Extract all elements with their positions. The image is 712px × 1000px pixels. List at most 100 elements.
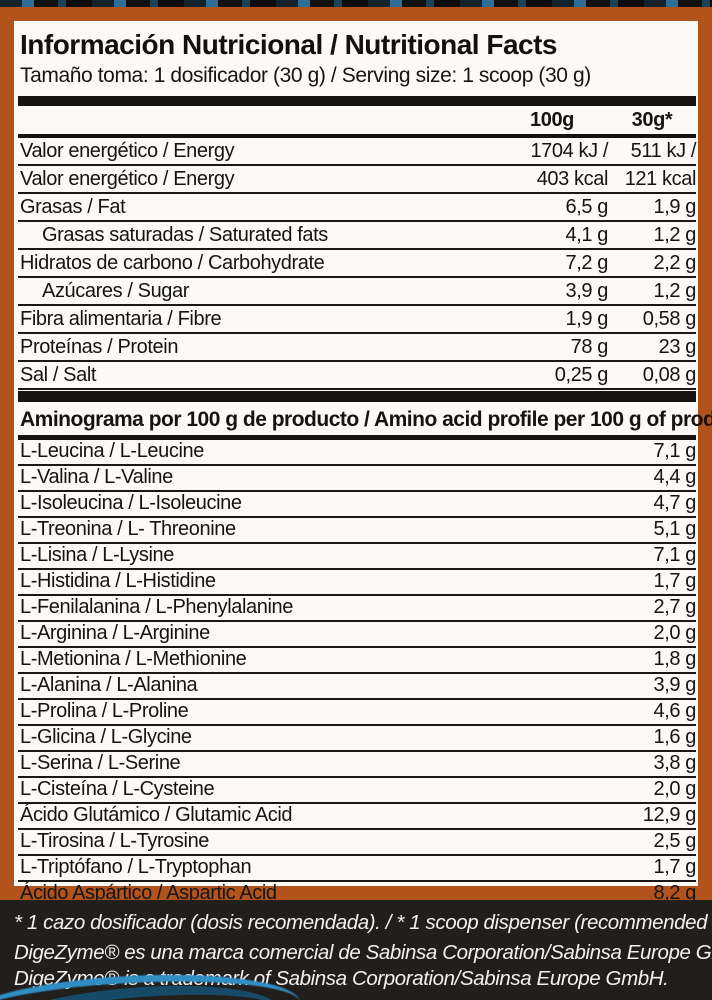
amino-label: Ácido Aspártico / Aspartic Acid — [20, 882, 277, 904]
column-headers: 100g 30g* — [18, 106, 696, 134]
table-row: Sal / Salt 0,25 g 0,08 g — [18, 362, 696, 390]
value-per-100g: 1704 kJ / — [530, 140, 608, 162]
nutrition-table: Valor energético / Energy 1704 kJ / 511 … — [18, 138, 696, 390]
amino-label: L-Cisteína / L-Cysteine — [20, 778, 215, 800]
amino-label: L-Isoleucina / L-Isoleucine — [20, 492, 242, 514]
amino-label: L-Arginina / L-Arginine — [20, 622, 210, 644]
nutrient-label: Azúcares / Sugar — [42, 280, 190, 302]
value-per-100g: 78 g — [570, 336, 609, 358]
table-row: Azúcares / Sugar 3,9 g 1,2 g — [18, 278, 696, 306]
table-row: Grasas saturadas / Saturated fats 4,1 g … — [18, 222, 696, 250]
value-per-30g: 0,58 g — [642, 308, 697, 330]
nutrient-label: Grasas / Fat — [20, 196, 126, 218]
table-row: Proteínas / Protein 78 g 23 g — [18, 334, 696, 362]
amino-value: 1,7 g — [653, 570, 697, 592]
amino-row: L-Arginina / L-Arginine 2,0 g — [18, 622, 696, 648]
value-per-30g: 23 g — [658, 336, 697, 358]
value-per-100g: 4,1 g — [565, 224, 609, 246]
amino-label: L-Histidina / L-Histidine — [20, 570, 216, 592]
nutrient-label: Hidratos de carbono / Carbohydrate — [20, 252, 325, 274]
value-per-100g: 0,25 g — [554, 364, 609, 386]
nutrient-label: Sal / Salt — [20, 364, 97, 386]
amino-label: L-Treonina / L- Threonine — [20, 518, 236, 540]
amino-value: 1,8 g — [653, 648, 697, 670]
amino-value: 1,6 g — [653, 726, 697, 748]
value-per-30g: 1,2 g — [653, 280, 697, 302]
footnotes: * 1 cazo dosificador (dosis recomendada)… — [0, 900, 712, 1000]
amino-label: L-Lisina / L-Lysine — [20, 544, 174, 566]
amino-value: 2,0 g — [653, 778, 697, 800]
amino-section-title: Aminograma por 100 g de producto / Amino… — [18, 402, 712, 440]
amino-row: L-Serina / L-Serine 3,8 g — [18, 752, 696, 778]
amino-row: L-Metionina / L-Methionine 1,8 g — [18, 648, 696, 674]
nutrient-label: Fibra alimentaria / Fibre — [20, 308, 222, 330]
amino-row: L-Fenilalanina / L-Phenylalanine 2,7 g — [18, 596, 696, 622]
amino-label: L-Serina / L-Serine — [20, 752, 181, 774]
amino-row: L-Histidina / L-Histidine 1,7 g — [18, 570, 696, 596]
panel-title: Información Nutricional / Nutritional Fa… — [20, 29, 558, 60]
amino-row: L-Lisina / L-Lysine 7,1 g — [18, 544, 696, 570]
nutrient-label: Grasas saturadas / Saturated fats — [42, 224, 328, 246]
nutrient-label: Valor energético / Energy — [20, 140, 235, 162]
column-header-underline — [18, 134, 696, 138]
amino-value: 4,7 g — [653, 492, 697, 514]
amino-label: L-Alanina / L-Alanina — [20, 674, 198, 696]
footnote-scoop: * 1 cazo dosificador (dosis recomendada)… — [14, 911, 712, 934]
amino-label: L-Prolina / L-Proline — [20, 700, 189, 722]
nutrient-label: Valor energético / Energy — [20, 168, 235, 190]
value-per-100g: 6,5 g — [565, 196, 609, 218]
amino-label: L-Triptófano / L-Tryptophan — [20, 856, 252, 878]
value-per-30g: 1,9 g — [653, 196, 697, 218]
value-per-100g: 7,2 g — [565, 252, 609, 274]
table-row: Hidratos de carbono / Carbohydrate 7,2 g… — [18, 250, 696, 278]
amino-row: L-Cisteína / L-Cysteine 2,0 g — [18, 778, 696, 804]
amino-value: 3,8 g — [653, 752, 697, 774]
amino-value: 3,9 g — [653, 674, 697, 696]
amino-value: 2,7 g — [653, 596, 697, 618]
divider-bar-top — [18, 96, 696, 106]
amino-row: L-Triptófano / L-Tryptophan 1,7 g — [18, 856, 696, 882]
nutrient-label: Proteínas / Protein — [20, 336, 179, 358]
amino-row: L-Tirosina / L-Tyrosine 2,5 g — [18, 830, 696, 856]
amino-acid-table: L-Leucina / L-Leucine 7,1 g L-Valina / L… — [18, 440, 696, 908]
footnote-trademark-en: DigeZyme® is a trademark of Sabinsa Corp… — [14, 967, 669, 990]
amino-label: L-Valina / L-Valine — [20, 466, 173, 488]
column-header-30g: 30g* — [631, 109, 673, 131]
amino-label: L-Metionina / L-Methionine — [20, 648, 247, 670]
amino-label: L-Leucina / L-Leucine — [20, 440, 204, 462]
value-per-30g: 511 kJ / — [630, 140, 697, 162]
amino-value: 4,6 g — [653, 700, 697, 722]
value-per-100g: 403 kcal — [536, 168, 609, 190]
amino-row: L-Leucina / L-Leucine 7,1 g — [18, 440, 696, 466]
amino-label: L-Fenilalanina / L-Phenylalanine — [20, 596, 293, 618]
amino-value: 2,0 g — [653, 622, 697, 644]
amino-row: L-Treonina / L- Threonine 5,1 g — [18, 518, 696, 544]
table-row: Valor energético / Energy 403 kcal 121 k… — [18, 166, 696, 194]
value-per-30g: 1,2 g — [653, 224, 697, 246]
value-per-100g: 3,9 g — [565, 280, 609, 302]
amino-value: 7,1 g — [653, 544, 697, 566]
divider-bar-middle — [18, 391, 696, 402]
amino-label: L-Tirosina / L-Tyrosine — [20, 830, 210, 852]
nutrition-facts-panel: Información Nutricional / Nutritional Fa… — [0, 7, 712, 908]
amino-row: L-Alanina / L-Alanina 3,9 g — [18, 674, 696, 700]
table-row: Fibra alimentaria / Fibre 1,9 g 0,58 g — [18, 306, 696, 334]
amino-row: L-Glicina / L-Glycine 1,6 g — [18, 726, 696, 752]
value-per-100g: 1,9 g — [565, 308, 609, 330]
footnote-trademark-es: DigeZyme® es una marca comercial de Sabi… — [14, 941, 712, 964]
amino-label: Ácido Glutámico / Glutamic Acid — [20, 804, 293, 826]
serving-size-line: Tamaño toma: 1 dosificador (30 g) / Serv… — [20, 64, 591, 87]
amino-row: L-Valina / L-Valine 4,4 g — [18, 466, 696, 492]
amino-value: 8,2 g — [653, 882, 697, 904]
amino-value: 12,9 g — [642, 804, 697, 826]
panel-content: Información Nutricional / Nutritional Fa… — [14, 21, 712, 908]
amino-value: 4,4 g — [653, 466, 697, 488]
amino-value: 5,1 g — [653, 518, 697, 540]
amino-row: L-Isoleucina / L-Isoleucine 4,7 g — [18, 492, 696, 518]
value-per-30g: 2,2 g — [653, 252, 697, 274]
column-header-100g: 100g — [530, 109, 574, 131]
amino-label: L-Glicina / L-Glycine — [20, 726, 192, 748]
table-row: Grasas / Fat 6,5 g 1,9 g — [18, 194, 696, 222]
amino-row: Ácido Glutámico / Glutamic Acid 12,9 g — [18, 804, 696, 830]
